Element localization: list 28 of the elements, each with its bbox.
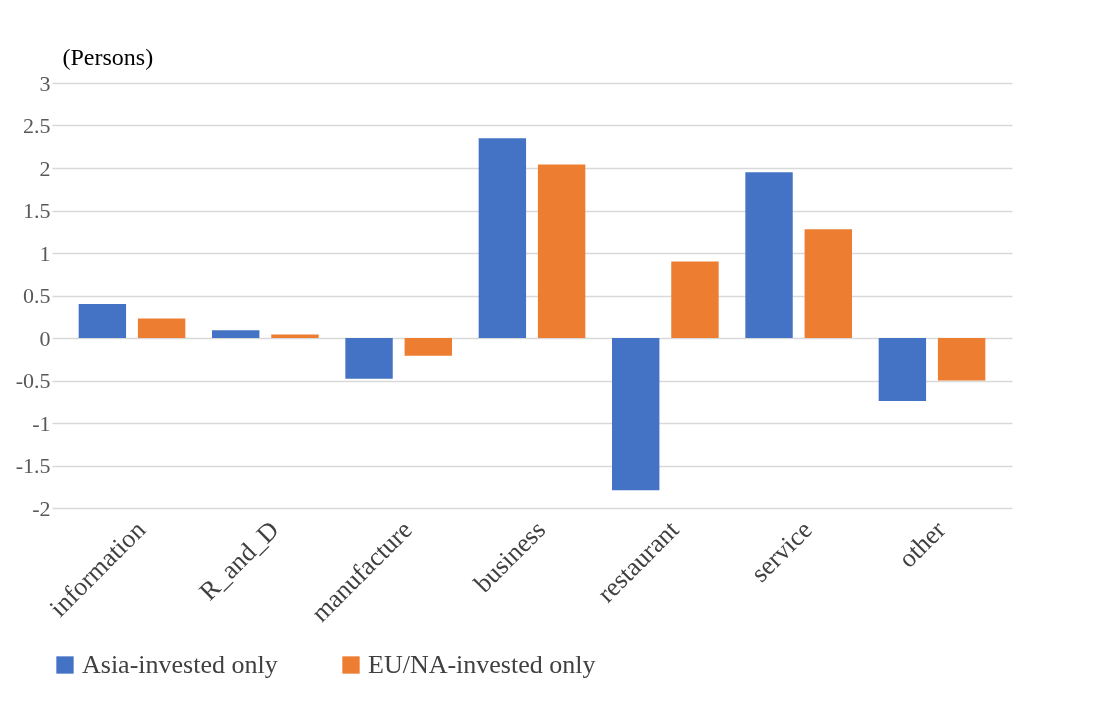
y-tick-label: 0 — [39, 325, 51, 351]
bar — [478, 138, 527, 338]
y-tick-label: -1 — [32, 410, 51, 436]
y-tick-label: 3 — [39, 70, 51, 96]
y-tick-label: 2 — [39, 155, 51, 181]
bar — [404, 338, 452, 356]
y-axis-title: (Persons) — [62, 43, 154, 70]
y-tick-label: 0.5 — [23, 283, 51, 308]
y-tick-label: -1.5 — [15, 453, 51, 478]
bar — [78, 304, 127, 338]
bar — [212, 330, 260, 338]
bar — [612, 338, 660, 491]
bar — [537, 164, 586, 338]
y-tick-label: -2 — [32, 495, 51, 521]
legend-label: EU/NA-invested only — [368, 650, 596, 679]
legend-label: Asia-invested only — [82, 650, 278, 679]
bar — [937, 338, 986, 381]
y-tick-label: 2.5 — [23, 113, 51, 138]
bar — [137, 318, 186, 338]
y-tick-label: 1 — [39, 240, 51, 266]
bar — [804, 229, 852, 338]
bar — [745, 172, 793, 338]
bar — [671, 261, 719, 338]
x-tick-label: other — [892, 514, 952, 574]
y-tick-label: -0.5 — [15, 368, 51, 393]
bar — [345, 338, 393, 379]
y-tick-label: 1.5 — [23, 198, 51, 223]
bar — [878, 338, 927, 401]
